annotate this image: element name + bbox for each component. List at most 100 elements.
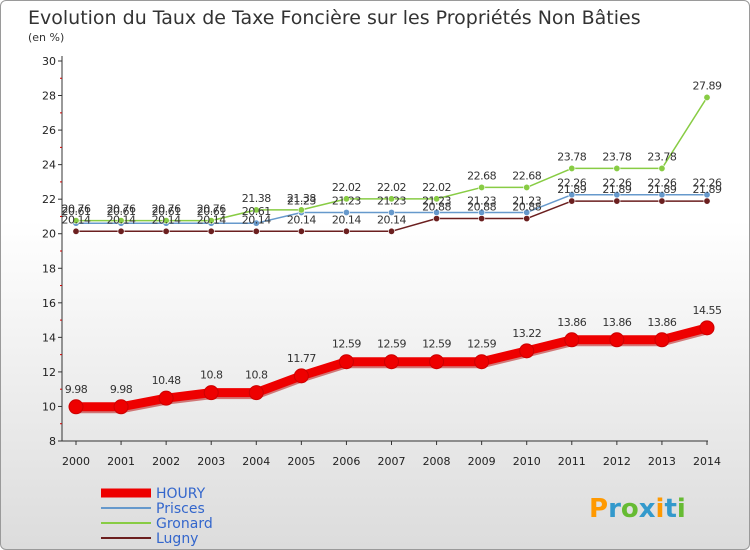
data-point	[699, 320, 715, 336]
data-label: 21.89	[602, 183, 631, 196]
x-tick-label: 2003	[197, 455, 225, 468]
data-label: 13.86	[647, 316, 676, 329]
data-point	[433, 195, 441, 203]
data-point	[252, 206, 260, 214]
legend-label-prisces: Prisces	[156, 501, 205, 517]
data-label: 21.89	[557, 183, 586, 196]
data-label: 21.38	[242, 192, 271, 205]
data-point	[384, 354, 399, 370]
data-label: 21.23	[422, 194, 451, 207]
data-label: 20.76	[197, 203, 226, 216]
x-tick-label: 2006	[332, 455, 360, 468]
y-tick-label: 20	[42, 228, 56, 241]
data-label: 22.26	[693, 177, 722, 190]
x-tick-label: 2001	[107, 455, 135, 468]
y-tick-label: 16	[42, 297, 56, 310]
logo-letter: i	[656, 494, 665, 524]
data-point	[387, 195, 395, 203]
data-label: 21.38	[287, 192, 316, 205]
x-tick-label: 2005	[287, 455, 315, 468]
data-point	[478, 183, 486, 191]
logo-letter: r	[608, 494, 621, 524]
data-point	[162, 227, 170, 235]
data-point	[474, 354, 490, 370]
data-point	[68, 399, 84, 415]
y-tick-label: 30	[42, 55, 56, 68]
data-point	[113, 399, 129, 415]
data-label: 11.77	[287, 352, 316, 365]
data-label: 23.78	[557, 150, 586, 163]
y-tick-label: 22	[42, 193, 56, 206]
y-tick-label: 28	[42, 90, 56, 103]
data-point	[613, 197, 621, 205]
x-tick-label: 2008	[423, 455, 451, 468]
y-tick-label: 18	[42, 262, 56, 275]
data-label: 23.78	[647, 150, 676, 163]
data-point	[478, 215, 486, 223]
data-label: 22.02	[422, 181, 451, 194]
data-label: 20.14	[242, 213, 271, 226]
data-point	[342, 208, 350, 216]
data-label: 21.23	[332, 194, 361, 207]
data-point	[72, 227, 80, 235]
x-tick-label: 2004	[242, 455, 270, 468]
proxiti-logo: Proxiti	[589, 494, 686, 524]
data-point	[523, 208, 531, 216]
data-label: 20.76	[107, 203, 136, 216]
data-point	[72, 217, 80, 225]
y-tick-label: 10	[42, 400, 56, 413]
data-label: 12.59	[377, 338, 406, 351]
data-point	[297, 227, 305, 235]
data-point	[293, 368, 309, 384]
data-point	[207, 227, 215, 235]
data-label: 20.76	[152, 203, 181, 216]
data-point	[252, 227, 260, 235]
data-label: 22.26	[647, 177, 676, 190]
x-tick-label: 2011	[558, 455, 586, 468]
data-point	[654, 332, 670, 348]
data-label: 20.76	[62, 203, 91, 216]
x-tick-label: 2013	[648, 455, 676, 468]
data-label: 22.68	[467, 169, 496, 182]
data-point	[564, 332, 580, 348]
data-label: 20.61	[242, 205, 271, 218]
data-point	[338, 354, 354, 370]
logo-letter: i	[677, 494, 686, 524]
data-label: 21.23	[467, 194, 496, 207]
y-tick-label: 12	[42, 366, 56, 379]
data-label: 20.61	[62, 205, 91, 218]
data-point	[609, 332, 625, 348]
x-tick-label: 2014	[693, 455, 721, 468]
data-point	[703, 93, 711, 101]
x-tick-label: 2010	[513, 455, 541, 468]
x-tick-label: 2002	[152, 455, 180, 468]
data-label: 13.86	[602, 316, 631, 329]
data-point	[342, 195, 350, 203]
data-label: 21.89	[647, 183, 676, 196]
legend-label-gronard: Gronard	[156, 516, 213, 532]
data-label: 20.61	[197, 205, 226, 218]
data-point	[387, 208, 395, 216]
data-point	[703, 197, 711, 205]
logo-letter: P	[589, 494, 608, 524]
x-tick-label: 2000	[62, 455, 90, 468]
data-label: 10.8	[200, 369, 223, 382]
y-tick-label: 8	[49, 435, 56, 448]
data-point	[117, 217, 125, 225]
y-tick-label: 14	[42, 331, 56, 344]
data-label: 20.14	[332, 213, 361, 226]
logo-letter: o	[621, 494, 639, 524]
data-label: 21.89	[693, 183, 722, 196]
axes: 8 10 12 14 16 18 20 22 24 26 28 30 2000 2001 2002 2003 2…	[42, 55, 721, 468]
data-label: 20.14	[377, 213, 406, 226]
data-label: 20.88	[467, 201, 496, 214]
data-point	[158, 390, 174, 406]
data-point	[203, 385, 219, 401]
data-label: 27.89	[693, 79, 722, 92]
data-point	[568, 197, 576, 205]
data-point	[162, 217, 170, 225]
data-point	[568, 191, 576, 199]
